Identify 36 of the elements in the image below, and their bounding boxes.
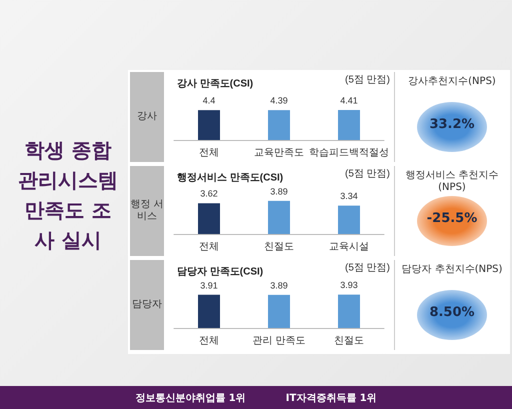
text: 정보통신분야취업률 1위 [135, 392, 246, 404]
text: 강사추천지수(NPS) [407, 76, 497, 88]
x-tick-label: 친절도 [264, 242, 294, 252]
chart-title: 담당자 만족도(CSI) [177, 266, 264, 278]
text: -25.5% [426, 211, 478, 226]
y-axis-title: 강사 [130, 72, 164, 162]
chart-title: 행정서비스 만족도(CSI) [177, 172, 284, 184]
x-tick-label: 전체 [199, 242, 219, 252]
data-label: 3.34 [340, 191, 358, 202]
x-tick-label: 교육만족도 [254, 148, 304, 158]
data-label: 3.62 [200, 188, 218, 199]
y-axis-title: 행정 서비스 [130, 166, 164, 256]
text: 행정서비스 추천지수(NPS) [404, 170, 500, 194]
x-tick-label: 교육시설 [329, 242, 369, 252]
x-tick-label: 전체 [199, 148, 219, 158]
text: (5점 만점) [345, 168, 390, 180]
data-label: 3.89 [270, 280, 288, 290]
text: 33.2% [428, 117, 476, 132]
chart-title: 강사 만족도(CSI) [177, 78, 254, 90]
x-tick-label: 학습피드백적절성 [309, 148, 389, 158]
text: 8.50% [428, 305, 476, 320]
data-label: 3.89 [270, 186, 288, 196]
text: 학생 종합 관리시스템 만족도 조사 실시 [17, 137, 119, 254]
data-label: 4.39 [270, 96, 288, 106]
text: 담당자 추천지수(NPS) [400, 264, 504, 276]
x-tick-label: 친절도 [334, 336, 364, 346]
data-label: 4.41 [340, 96, 358, 106]
x-tick-label: 관리 만족도 [252, 336, 306, 346]
x-tick-label: 전체 [199, 336, 219, 346]
text: (5점 만점) [345, 74, 390, 86]
data-label: 3.93 [340, 280, 358, 290]
data-label: 4.4 [202, 96, 216, 106]
data-label: 3.91 [200, 280, 218, 290]
text: IT자격증취득률 1위 [286, 392, 377, 404]
y-axis-title: 담당자 [130, 260, 164, 350]
text: (5점 만점) [345, 262, 390, 274]
